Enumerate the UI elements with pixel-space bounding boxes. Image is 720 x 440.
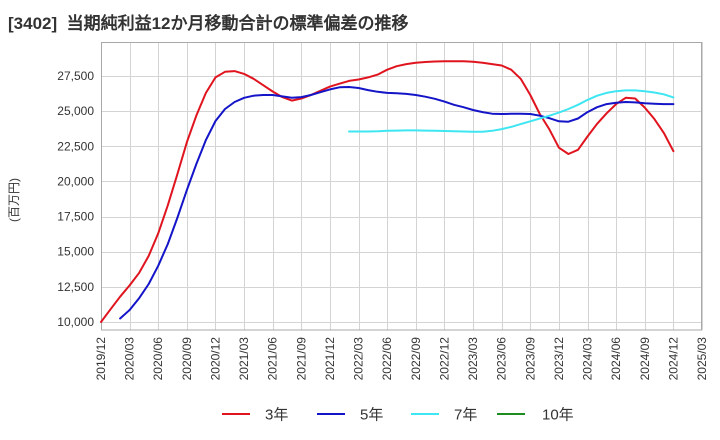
- x-tick-label: 2020/06: [151, 337, 165, 381]
- legend-item-3-year: 3年: [222, 407, 288, 424]
- x-tick-label: 2020/12: [209, 337, 223, 381]
- series-line-7-year: [348, 89, 675, 133]
- x-tick-label: 2021/12: [323, 337, 337, 381]
- y-tick-label: 17,500: [57, 210, 94, 224]
- x-tick-label: 2023/03: [466, 337, 480, 381]
- x-tick-label: 2024/09: [638, 337, 652, 381]
- x-tick-label: 2022/09: [409, 337, 423, 381]
- x-tick-label: 2021/06: [266, 337, 280, 381]
- grid-lines: [101, 42, 703, 330]
- x-tick-label: 2025/03: [695, 337, 709, 381]
- x-tick-label: 2022/03: [352, 337, 366, 381]
- legend-label: 7年: [454, 407, 477, 424]
- legend-label: 10年: [542, 407, 574, 424]
- y-tick-label: 10,000: [57, 315, 94, 329]
- legend-item-10-year: 10年: [497, 407, 574, 424]
- x-tick-label: 2024/12: [666, 337, 680, 381]
- y-tick-label: 12,500: [57, 280, 94, 294]
- series-line-5-year: [119, 86, 675, 320]
- legend: 3年 5年 7年 10年: [222, 407, 574, 424]
- x-tick-label: 2024/06: [609, 337, 623, 381]
- legend-item-5-year: 5年: [317, 407, 383, 424]
- legend-label: 5年: [360, 407, 383, 424]
- chart-title: [3402] 当期純利益12か月移動合計の標準偏差の推移: [8, 13, 409, 33]
- series-line-3-year: [100, 60, 675, 323]
- y-tick-label: 25,000: [57, 104, 94, 118]
- y-tick-label: 20,000: [57, 174, 94, 188]
- x-tick-label: 2024/03: [581, 337, 595, 381]
- x-tick-label: 2022/06: [380, 337, 394, 381]
- x-tick-label: 2020/03: [123, 337, 137, 381]
- x-tick-labels: 2019/12 2020/03 2020/06 2020/09 2020/12 2021/…: [94, 337, 709, 381]
- y-tick-labels: 10,000 12,500 15,000 17,500 20,000 22,500 25,0…: [57, 69, 94, 329]
- x-tick-label: 2022/12: [437, 337, 451, 381]
- y-tick-label: 27,500: [57, 69, 94, 83]
- x-tick-label: 2023/09: [523, 337, 537, 381]
- y-tick-label: 22,500: [57, 139, 94, 153]
- x-tick-label: 2021/09: [294, 337, 308, 381]
- y-axis-label: (百万円): [7, 178, 21, 222]
- y-tick-label: 15,000: [57, 245, 94, 259]
- x-tick-label: 2019/12: [94, 337, 108, 381]
- x-tick-label: 2023/12: [552, 337, 566, 381]
- legend-item-7-year: 7年: [411, 407, 477, 424]
- series-lines: [100, 60, 675, 323]
- x-tick-label: 2023/06: [495, 337, 509, 381]
- x-tick-label: 2021/03: [237, 337, 251, 381]
- plot-area: [101, 42, 702, 331]
- x-tick-label: 2020/09: [180, 337, 194, 381]
- legend-label: 3年: [265, 407, 288, 424]
